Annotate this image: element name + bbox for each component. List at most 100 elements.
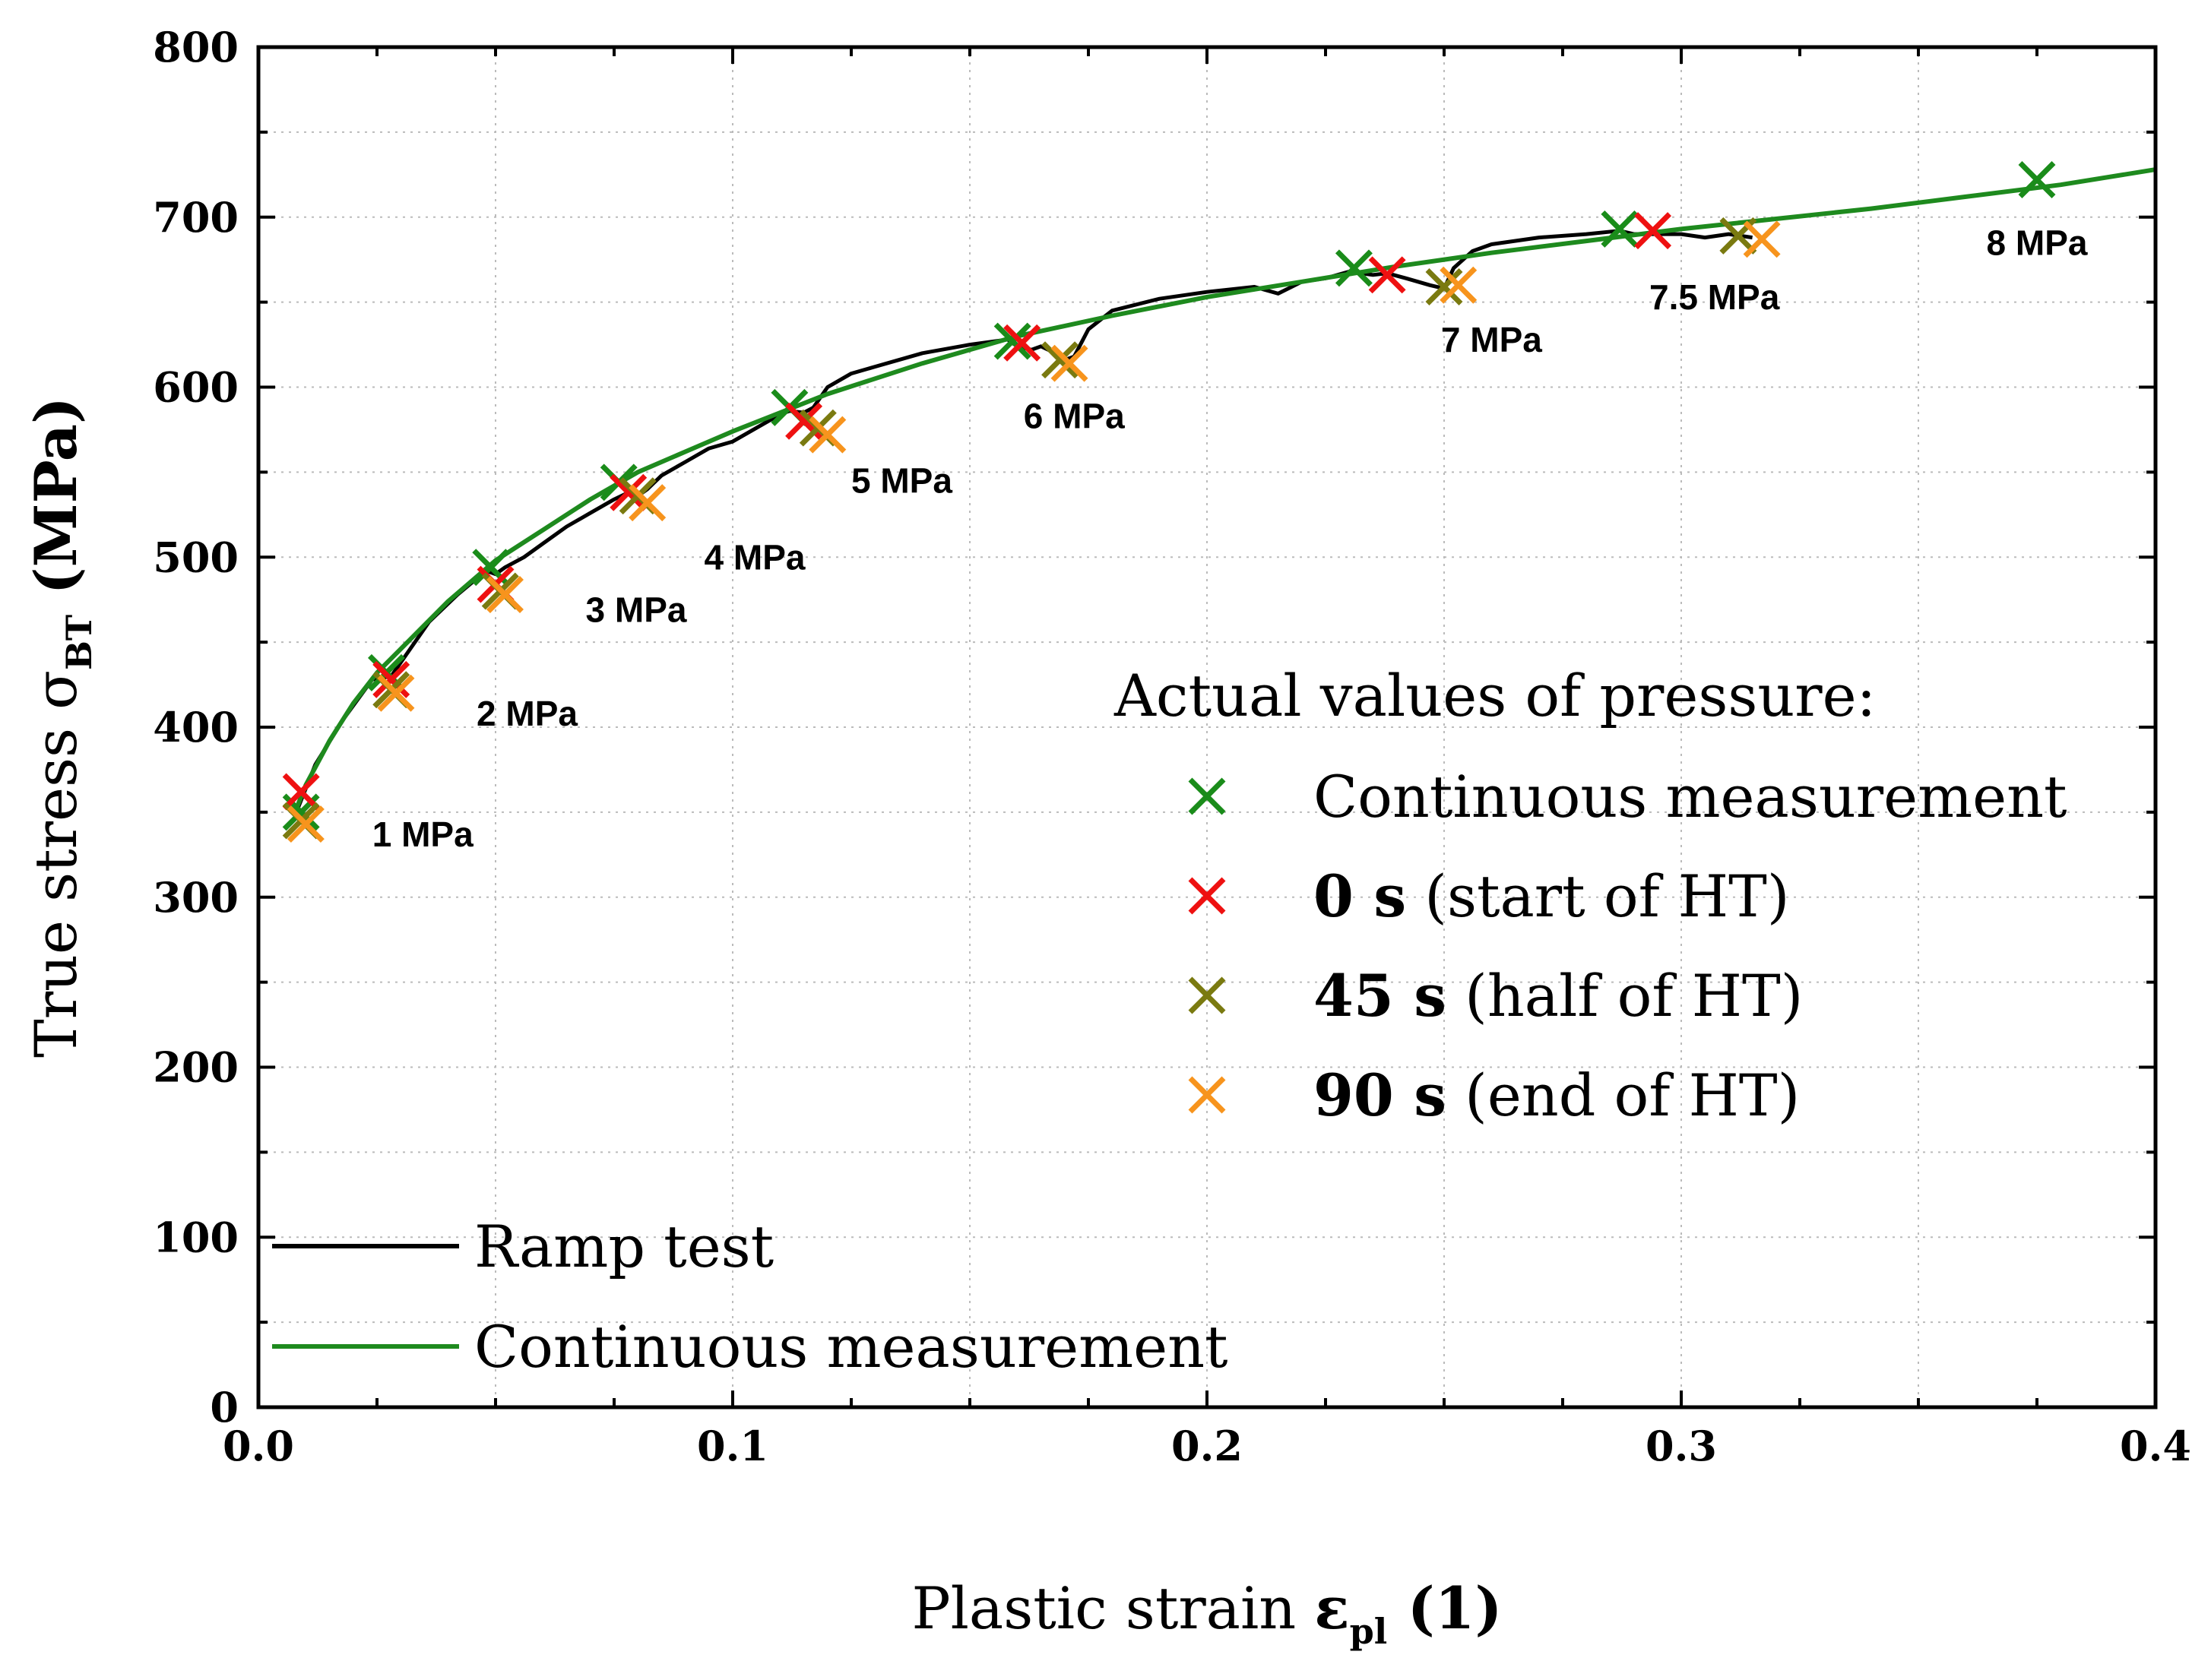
marker-continuous-stroke-b [1335, 249, 1373, 287]
marker-0s [1003, 324, 1041, 362]
marker-legend-label: 90 s (end of HT) [1313, 1061, 1800, 1129]
marker-continuous [1335, 249, 1373, 287]
marker-90s-stroke-b [1050, 344, 1088, 382]
x-tick-label: 0.2 [1171, 1422, 1243, 1470]
marker-45s-stroke-b [1425, 268, 1463, 305]
marker-legend-label: Continuous measurement [1313, 763, 2067, 831]
marker-0s-stroke-b [372, 660, 410, 698]
pressure-label: 3 MPa [586, 590, 687, 630]
y-tick-label: 100 [153, 1213, 239, 1261]
annotations: 1 MPa 2 MPa 3 MPa 4 MPa 5 MPa 6 MPa 7 MPa 7.5 M… [372, 223, 2088, 854]
legends: Actual values of pressure: Continuous mea… [272, 662, 2067, 1381]
pressure-label: 5 MPa [851, 461, 952, 501]
legend-marker-0s-stroke-b [1188, 877, 1226, 915]
pressure-label: 8 MPa [1987, 223, 2088, 262]
y-tick-label: 500 [153, 533, 239, 581]
marker-0s [372, 660, 410, 698]
marker-legend-label-bold: 0 s [1313, 862, 1406, 930]
legend-marker-45s [1188, 976, 1226, 1014]
marker-legend-title: Actual values of pressure: [1113, 662, 1876, 729]
x-tick-label: 0.3 [1646, 1422, 1717, 1470]
x-axis-label-unit: (1) [1387, 1574, 1502, 1642]
y-axis-label-unit: (MPa) [22, 397, 90, 615]
marker-0s-stroke-b [610, 473, 648, 511]
marker-90s [809, 416, 847, 454]
marker-90s-stroke-b [287, 805, 325, 843]
marker-90s-stroke-b [809, 416, 847, 454]
legend-marker-45s-stroke-b [1188, 976, 1226, 1014]
marker-legend-label-text: (start of HT) [1406, 862, 1789, 930]
marker-90s [1440, 266, 1478, 304]
x-axis-label-main: Plastic strain [911, 1574, 1314, 1642]
y-axis-label: True stress σBT (MPa) [22, 397, 100, 1058]
legend-marker-continuous [1188, 777, 1226, 815]
marker-90s-stroke-b [1440, 266, 1478, 304]
x-axis-label: Plastic strain εpl (1) [911, 1574, 1502, 1652]
marker-45s [1041, 341, 1079, 379]
marker-legend-label-bold: 90 s [1313, 1061, 1446, 1129]
legend-marker-continuous-stroke-b [1188, 777, 1226, 815]
marker-0s [282, 773, 320, 811]
pressure-label: 1 MPa [372, 815, 474, 854]
marker-90s-stroke-b [486, 576, 524, 613]
marker-continuous-stroke-b [1601, 210, 1639, 248]
y-tick-label: 200 [153, 1043, 239, 1092]
marker-0s [1634, 212, 1672, 250]
marker-0s [610, 473, 648, 511]
marker-0s-stroke-b [785, 402, 823, 440]
y-axis-label-main: True stress [22, 710, 90, 1058]
marker-continuous-stroke-b [472, 549, 510, 587]
marker-legend-label-text: (half of HT) [1446, 962, 1803, 1030]
marker-45s-stroke-b [1041, 341, 1079, 379]
axes: 0.0 0.1 0.2 0.3 0.4 0 100 200 300 400 500 600 700 800… [22, 23, 2191, 1652]
x-tick-label: 0.4 [2120, 1422, 2191, 1470]
series-markers [282, 161, 2056, 843]
legend-marker-0s [1188, 877, 1226, 915]
marker-continuous-stroke-b [993, 322, 1031, 360]
legend-marker-90s-stroke-b [1188, 1076, 1226, 1114]
marker-0s-stroke-b [1003, 324, 1041, 362]
marker-legend-label: 45 s (half of HT) [1313, 962, 1803, 1030]
y-axis-label-symbol: σ [22, 670, 90, 710]
marker-90s-stroke-b [1743, 220, 1781, 258]
marker-continuous [2018, 161, 2056, 198]
pressure-label: 2 MPa [477, 694, 578, 733]
marker-continuous-stroke-b [2018, 161, 2056, 198]
marker-0s [1368, 256, 1406, 294]
x-tick-label: 0.0 [223, 1422, 294, 1470]
line-legend-label: Ramp test [474, 1213, 774, 1280]
y-axis-label-sub: BT [59, 615, 100, 670]
marker-legend-label: 0 s (start of HT) [1313, 862, 1790, 930]
legend-marker-90s [1188, 1076, 1226, 1114]
y-tick-label: 300 [153, 873, 239, 922]
marker-legend-label-bold: 45 s [1313, 962, 1446, 1030]
marker-0s-stroke-b [282, 773, 320, 811]
pressure-label: 7 MPa [1441, 320, 1542, 359]
x-axis-label-sub: pl [1350, 1611, 1388, 1652]
y-tick-label: 800 [153, 23, 239, 71]
marker-90s [377, 674, 415, 712]
marker-90s [1050, 344, 1088, 382]
marker-90s [287, 805, 325, 843]
x-tick-label: 0.1 [697, 1422, 768, 1470]
marker-90s-stroke-b [377, 674, 415, 712]
marker-90s [629, 484, 667, 522]
marker-45s [1425, 268, 1463, 305]
marker-legend-label-text: (end of HT) [1446, 1061, 1800, 1129]
x-axis-label-symbol: ε [1314, 1574, 1349, 1642]
marker-0s-stroke-b [1368, 256, 1406, 294]
marker-90s [1743, 220, 1781, 258]
grid [258, 47, 2156, 1407]
line-legend-label: Continuous measurement [474, 1313, 1228, 1381]
marker-0s-stroke-b [1634, 212, 1672, 250]
y-tick-label: 400 [153, 703, 239, 751]
pressure-label: 6 MPa [1024, 397, 1125, 436]
y-tick-label: 600 [153, 363, 239, 412]
y-tick-label: 0 [210, 1383, 239, 1432]
marker-90s-stroke-b [629, 484, 667, 522]
y-tick-label: 700 [153, 193, 239, 242]
pressure-label: 7.5 MPa [1649, 277, 1780, 317]
marker-continuous [1601, 210, 1639, 248]
marker-legend-label-text: Continuous measurement [1313, 763, 2067, 831]
